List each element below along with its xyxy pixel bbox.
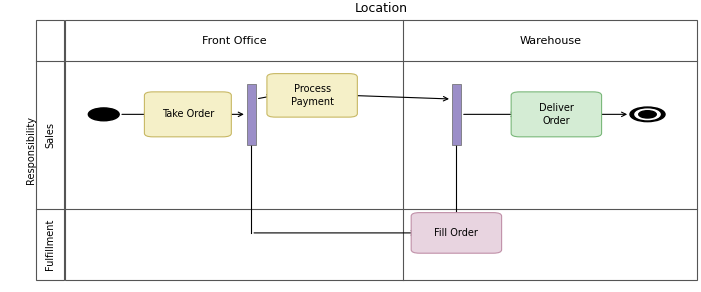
Text: Fulfillment: Fulfillment — [45, 219, 55, 270]
FancyBboxPatch shape — [511, 92, 601, 137]
Circle shape — [88, 108, 119, 121]
Text: Location: Location — [355, 2, 408, 15]
Text: Sales: Sales — [45, 122, 55, 148]
Text: Warehouse: Warehouse — [519, 36, 582, 46]
Circle shape — [639, 111, 656, 118]
Bar — [247, 84, 256, 145]
Text: Process
Payment: Process Payment — [291, 84, 334, 107]
Bar — [452, 84, 461, 145]
Circle shape — [635, 109, 660, 120]
Text: Deliver
Order: Deliver Order — [539, 103, 574, 126]
FancyBboxPatch shape — [267, 74, 358, 117]
Bar — [36, 20, 64, 280]
Bar — [65, 20, 697, 280]
Text: Front Office: Front Office — [202, 36, 266, 46]
FancyBboxPatch shape — [411, 213, 502, 253]
Text: Responsibility: Responsibility — [26, 117, 36, 184]
Text: Take Order: Take Order — [162, 109, 214, 119]
Text: Fill Order: Fill Order — [435, 228, 478, 238]
FancyBboxPatch shape — [144, 92, 231, 137]
Circle shape — [630, 107, 665, 122]
